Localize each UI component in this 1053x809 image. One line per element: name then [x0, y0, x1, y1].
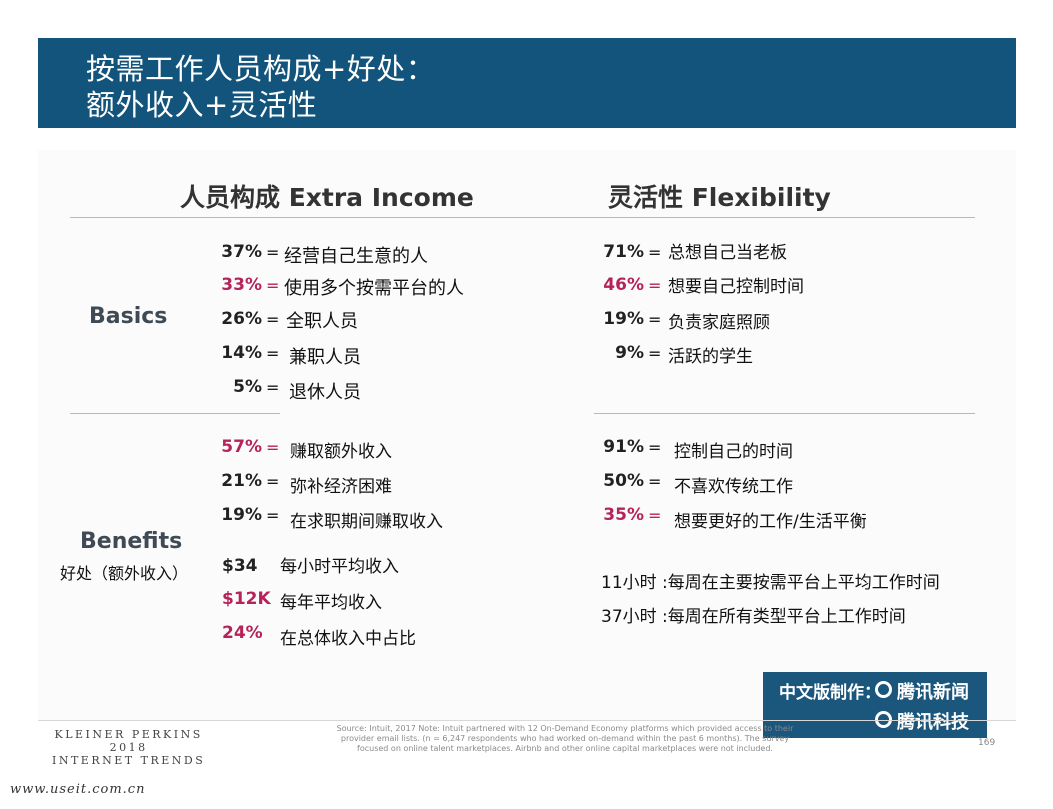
- basics-right-desc: 负责家庭照顾: [668, 313, 770, 333]
- benefits-left-pct: 21%: [221, 471, 262, 491]
- translation-badge: 中文版制作： 腾讯新闻 腾讯科技: [763, 672, 987, 738]
- equals-sign: =: [266, 378, 280, 397]
- basics-left-pct: 37%: [221, 242, 262, 262]
- badge-brand-news: 腾讯新闻: [897, 682, 969, 703]
- benefits-left-desc: 赚取额外收入: [290, 442, 392, 462]
- equals-sign: =: [648, 472, 662, 491]
- equals-sign: =: [648, 506, 662, 525]
- equals-sign: =: [266, 344, 280, 363]
- equals-sign: =: [266, 243, 280, 262]
- basics-right-desc: 总想自己当老板: [668, 243, 787, 263]
- benefits-right-desc: 不喜欢传统工作: [674, 477, 793, 497]
- income-desc: 每年平均收入: [280, 593, 382, 613]
- slide-title-line2: 额外收入+灵活性: [86, 88, 318, 122]
- basics-right-desc: 想要自己控制时间: [668, 277, 804, 297]
- basics-right-pct: 71%: [603, 242, 644, 262]
- benefits-right-desc: 想要更好的工作/生活平衡: [674, 512, 867, 532]
- hours-main-platform: 11小时 :每周在主要按需平台上平均工作时间: [601, 573, 940, 593]
- slide-title-line1: 按需工作人员构成+好处：: [86, 52, 436, 86]
- basics-left-pct: 5%: [233, 377, 262, 397]
- equals-sign: =: [648, 438, 662, 457]
- benefits-right-pct: 50%: [603, 471, 644, 491]
- kpcb-name: KLEINER PERKINS: [54, 728, 203, 741]
- basics-right-pct: 9%: [615, 343, 644, 363]
- basics-left-desc: 全职人员: [286, 311, 358, 332]
- kpcb-logo: KLEINER PERKINS 2018 INTERNET TRENDS: [52, 728, 205, 767]
- equals-sign: =: [266, 438, 280, 457]
- equals-sign: =: [648, 276, 662, 295]
- header-divider: [70, 217, 975, 218]
- site-watermark: www.useit.com.cn: [10, 782, 146, 797]
- benefits-left-desc: 弥补经济困难: [290, 477, 392, 497]
- equals-sign: =: [266, 310, 280, 329]
- benefits-right-pct: 91%: [603, 437, 644, 457]
- source-note: Source: Intuit, 2017 Note: Intuit partne…: [336, 724, 794, 753]
- basics-left-desc: 使用多个按需平台的人: [284, 278, 464, 299]
- badge-brand-tech: 腾讯科技: [897, 712, 969, 733]
- basics-right-pct: 46%: [603, 275, 644, 295]
- benefits-label: Benefits: [80, 529, 183, 554]
- page-number: 169: [978, 738, 996, 748]
- badge-producer-label: 中文版制作：: [779, 678, 881, 703]
- basics-left-desc: 兼职人员: [289, 347, 361, 368]
- basics-left-pct: 14%: [221, 343, 262, 363]
- equals-sign: =: [266, 472, 280, 491]
- left-column-title: 人员构成 Extra Income: [180, 183, 474, 212]
- kpcb-year: 2018: [109, 741, 148, 754]
- section-divider-right: [594, 413, 975, 414]
- basics-right-pct: 19%: [603, 309, 644, 329]
- kpcb-report: INTERNET TRENDS: [52, 754, 206, 767]
- hours-all-platforms: 37小时 :每周在所有类型平台上工作时间: [601, 607, 906, 627]
- benefits-right-pct: 35%: [603, 505, 644, 525]
- benefits-left-pct: 57%: [221, 437, 262, 457]
- equals-sign: =: [648, 243, 662, 262]
- tencent-tech-logo-icon: [875, 711, 892, 728]
- income-desc: 在总体收入中占比: [280, 629, 416, 649]
- equals-sign: =: [648, 310, 662, 329]
- slide-background: [38, 150, 1016, 720]
- right-column-title: 灵活性 Flexibility: [608, 183, 831, 212]
- benefits-right-desc: 控制自己的时间: [674, 442, 793, 462]
- basics-label: Basics: [89, 304, 168, 329]
- badge-line1: 中文版制作：: [779, 683, 881, 703]
- tencent-news-logo-icon: [875, 681, 892, 698]
- section-divider-left: [70, 413, 280, 414]
- equals-sign: =: [266, 506, 280, 525]
- income-value: 24%: [222, 623, 263, 643]
- benefits-sublabel: 好处（额外收入）: [60, 564, 189, 583]
- title-banner: 按需工作人员构成+好处： 额外收入+灵活性: [38, 38, 1016, 128]
- income-desc: 每小时平均收入: [280, 557, 399, 577]
- basics-left-pct: 26%: [221, 309, 262, 329]
- basics-left-pct: 33%: [221, 275, 262, 295]
- basics-right-desc: 活跃的学生: [668, 347, 753, 367]
- benefits-left-desc: 在求职期间赚取收入: [290, 512, 443, 532]
- footer-divider: [38, 720, 1016, 721]
- income-value: $12K: [222, 589, 271, 609]
- equals-sign: =: [648, 344, 662, 363]
- benefits-left-pct: 19%: [221, 505, 262, 525]
- basics-left-desc: 经营自己生意的人: [284, 246, 428, 267]
- equals-sign: =: [266, 276, 280, 295]
- income-value: $34: [222, 556, 258, 576]
- basics-left-desc: 退休人员: [289, 382, 361, 403]
